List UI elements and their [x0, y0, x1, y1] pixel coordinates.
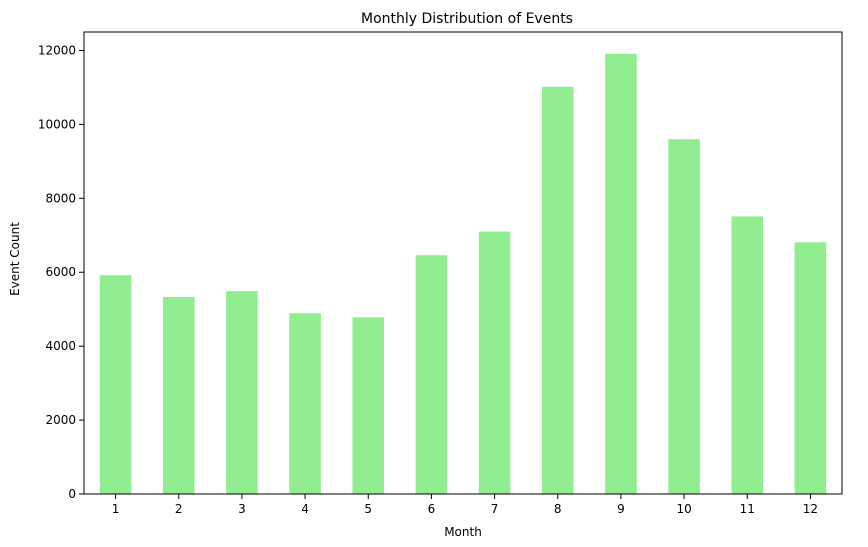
plot-frame [83, 31, 843, 495]
y-tick-label: 10000 [38, 117, 76, 131]
bar-month-1 [99, 275, 132, 494]
bars-group [99, 53, 827, 495]
y-axis-label: Event Count [8, 222, 22, 296]
x-tick-label: 4 [301, 502, 309, 516]
y-tick-label: 6000 [45, 265, 76, 279]
x-tick-label: 12 [803, 502, 818, 516]
x-tick-label: 11 [740, 502, 755, 516]
x-tick-label: 8 [554, 502, 562, 516]
x-tick-label: 3 [238, 502, 246, 516]
x-tick-label: 2 [175, 502, 183, 516]
x-tick-label: 7 [491, 502, 499, 516]
y-axis: 0 2000 4000 6000 8000 10000 12000 [38, 43, 84, 501]
x-axis: 1 2 3 4 5 6 7 8 9 10 11 12 [112, 494, 818, 516]
y-tick-label: 12000 [38, 43, 76, 57]
y-tick-label: 4000 [45, 339, 76, 353]
bar-month-7 [478, 231, 511, 495]
x-tick-label: 9 [617, 502, 625, 516]
bar-month-3 [226, 291, 258, 494]
x-tick-label: 1 [112, 502, 120, 516]
bar-month-2 [162, 297, 195, 494]
x-tick-label: 10 [676, 502, 691, 516]
x-tick-label: 5 [364, 502, 372, 516]
chart-title: Monthly Distribution of Events [361, 11, 573, 27]
x-axis-label: Month [444, 525, 482, 539]
bar-month-8 [541, 86, 574, 494]
y-tick-label: 0 [68, 487, 76, 501]
x-tick-label: 6 [428, 502, 436, 516]
bar-month-5 [352, 317, 385, 494]
bar-month-4 [289, 313, 321, 494]
bar-month-9 [605, 53, 637, 495]
bar-month-12 [794, 242, 827, 494]
bar-month-10 [668, 139, 700, 494]
bar-month-11 [731, 216, 764, 494]
y-tick-label: 2000 [45, 413, 76, 427]
bar-month-6 [415, 255, 448, 494]
y-tick-label: 8000 [45, 191, 76, 205]
